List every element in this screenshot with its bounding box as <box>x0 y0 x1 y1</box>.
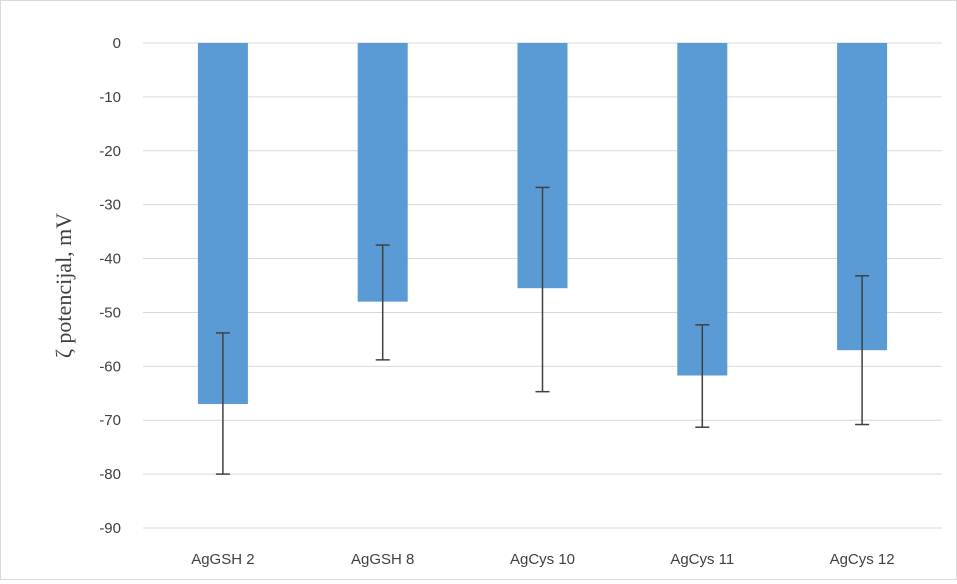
y-tick-label: -60 <box>99 358 121 375</box>
error-bar <box>855 275 870 426</box>
y-tick-label: 0 <box>113 35 121 52</box>
category-label: AgGSH 8 <box>351 551 414 568</box>
error-bar <box>535 186 550 393</box>
y-tick-label: -30 <box>99 197 121 214</box>
bar <box>677 43 728 376</box>
error-bars <box>215 186 870 475</box>
category-label: AgCys 10 <box>510 551 575 568</box>
y-tick-labels: 0 -10 -20 -30 -40 -50 -60 -70 -80 -90 <box>99 35 121 537</box>
y-tick-label: -90 <box>99 520 121 537</box>
error-bar <box>215 332 230 475</box>
bars <box>197 43 888 405</box>
category-label: AgGSH 2 <box>191 551 254 568</box>
y-tick-label: -20 <box>99 143 121 160</box>
error-bar <box>375 244 390 361</box>
y-axis-label: ζ potencijal, mV <box>51 213 76 358</box>
y-tick-label: -40 <box>99 251 121 268</box>
y-tick-label: -50 <box>99 304 121 321</box>
error-bar <box>695 324 710 428</box>
category-label: AgCys 11 <box>670 551 734 568</box>
y-tick-label: -80 <box>99 466 121 483</box>
y-tick-label: -10 <box>99 89 121 106</box>
category-label: AgCys 12 <box>830 551 895 568</box>
category-labels: AgGSH 2 AgGSH 8 AgCys 10 AgCys 11 AgCys 12 <box>191 551 894 568</box>
y-tick-label: -70 <box>99 412 121 429</box>
